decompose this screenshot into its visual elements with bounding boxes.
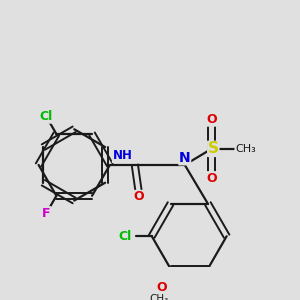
Text: F: F xyxy=(42,207,51,220)
Text: CH₃: CH₃ xyxy=(235,144,256,154)
Text: O: O xyxy=(156,281,167,294)
Text: CH₃: CH₃ xyxy=(149,294,169,300)
Text: O: O xyxy=(133,190,144,203)
Text: O: O xyxy=(206,113,217,126)
Text: Cl: Cl xyxy=(39,110,52,123)
Text: N: N xyxy=(179,151,190,165)
Text: NH: NH xyxy=(112,149,132,163)
Text: Cl: Cl xyxy=(118,230,132,243)
Text: O: O xyxy=(206,172,217,185)
Text: S: S xyxy=(208,141,219,156)
